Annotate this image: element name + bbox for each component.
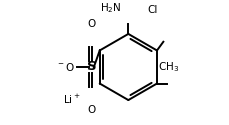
Text: Cl: Cl [146,5,157,15]
Text: $\mathregular{Li^+}$: $\mathregular{Li^+}$ [63,93,81,106]
Text: O: O [87,19,95,29]
Text: S: S [87,60,96,74]
Text: O: O [87,105,95,115]
Text: $\mathregular{H_2N}$: $\mathregular{H_2N}$ [99,1,121,15]
Text: $\mathregular{CH_3}$: $\mathregular{CH_3}$ [157,60,178,74]
Text: $\mathregular{{}^-O}$: $\mathregular{{}^-O}$ [56,61,75,73]
